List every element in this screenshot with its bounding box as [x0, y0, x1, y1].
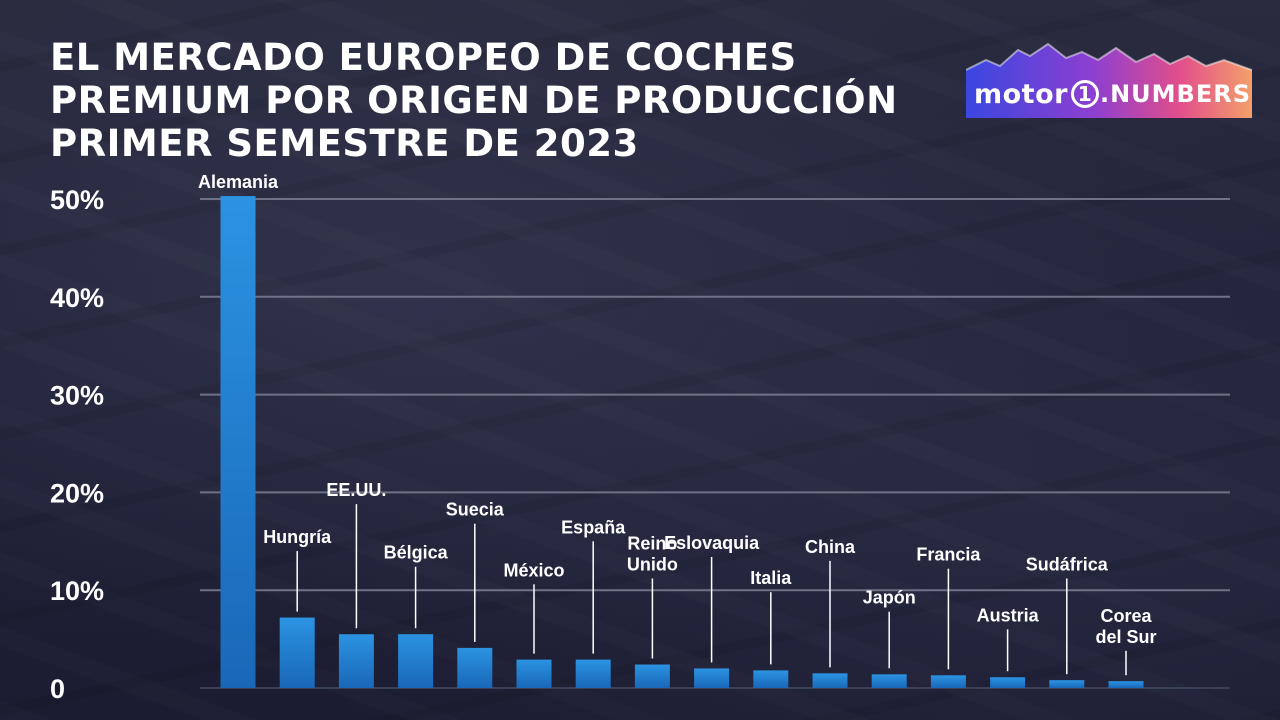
- category-label-9: Italia: [750, 568, 792, 588]
- category-label-12: Francia: [916, 545, 981, 565]
- bar-15: [1108, 681, 1144, 688]
- title-line-1: EL MERCADO EUROPEO DE COCHES: [50, 36, 797, 79]
- logo-ring: 1: [1070, 80, 1099, 108]
- y-tick-label-30: 30%: [50, 381, 104, 411]
- bar-6: [575, 659, 611, 688]
- y-tick-label-10: 10%: [50, 576, 104, 606]
- bar-12: [930, 675, 966, 688]
- mountain-logo-icon: [965, 42, 1253, 118]
- bar-10: [812, 673, 848, 688]
- category-label-15-line-1: del Sur: [1095, 627, 1156, 647]
- category-label-1: Hungría: [263, 527, 332, 547]
- category-label-8: Eslovaquia: [664, 533, 760, 553]
- logo-wordmark: motor 1 .NUMBERS: [974, 76, 1251, 112]
- bar-13: [990, 677, 1026, 688]
- logo-word: motor: [974, 78, 1068, 110]
- bar-11: [871, 674, 907, 688]
- y-tick-label-50: 50%: [50, 185, 104, 215]
- bar-3: [398, 634, 434, 688]
- y-tick-label-0: 0: [50, 674, 65, 704]
- bar-4: [457, 647, 493, 688]
- category-label-13: Austria: [977, 605, 1040, 625]
- logo-suffix: .NUMBERS: [1099, 80, 1251, 108]
- category-label-15-line-0: Corea: [1100, 606, 1152, 626]
- category-label-0: Alemania: [198, 172, 279, 192]
- bar-7: [634, 664, 670, 688]
- y-tick-label-40: 40%: [50, 283, 104, 313]
- category-label-2: EE.UU.: [326, 480, 386, 500]
- chart-title: EL MERCADO EUROPEO DE COCHES PREMIUM POR…: [50, 36, 898, 165]
- category-label-7-line-0: Reino: [627, 533, 677, 553]
- title-line-2: PREMIUM POR ORIGEN DE PRODUCCIÓN: [50, 79, 898, 122]
- bar-5: [516, 659, 552, 688]
- category-label-7-line-1: Unido: [627, 554, 678, 574]
- bar-1: [279, 617, 315, 688]
- bar-8: [694, 668, 730, 688]
- bar-0: [220, 196, 256, 689]
- bar-9: [753, 670, 789, 688]
- y-tick-label-20: 20%: [50, 478, 104, 508]
- category-label-4: Suecia: [446, 500, 505, 520]
- category-label-10: China: [805, 537, 856, 557]
- category-label-14: Sudáfrica: [1026, 554, 1109, 574]
- bar-14: [1049, 680, 1085, 688]
- category-label-5: México: [503, 560, 564, 580]
- category-label-6: España: [561, 517, 626, 537]
- bar-2: [338, 634, 374, 688]
- category-label-11: Japón: [863, 588, 916, 608]
- motor1-numbers-logo: motor 1 .NUMBERS: [965, 40, 1253, 118]
- category-label-3: Bélgica: [384, 543, 449, 563]
- title-line-3: PRIMER SEMESTRE DE 2023: [50, 122, 639, 165]
